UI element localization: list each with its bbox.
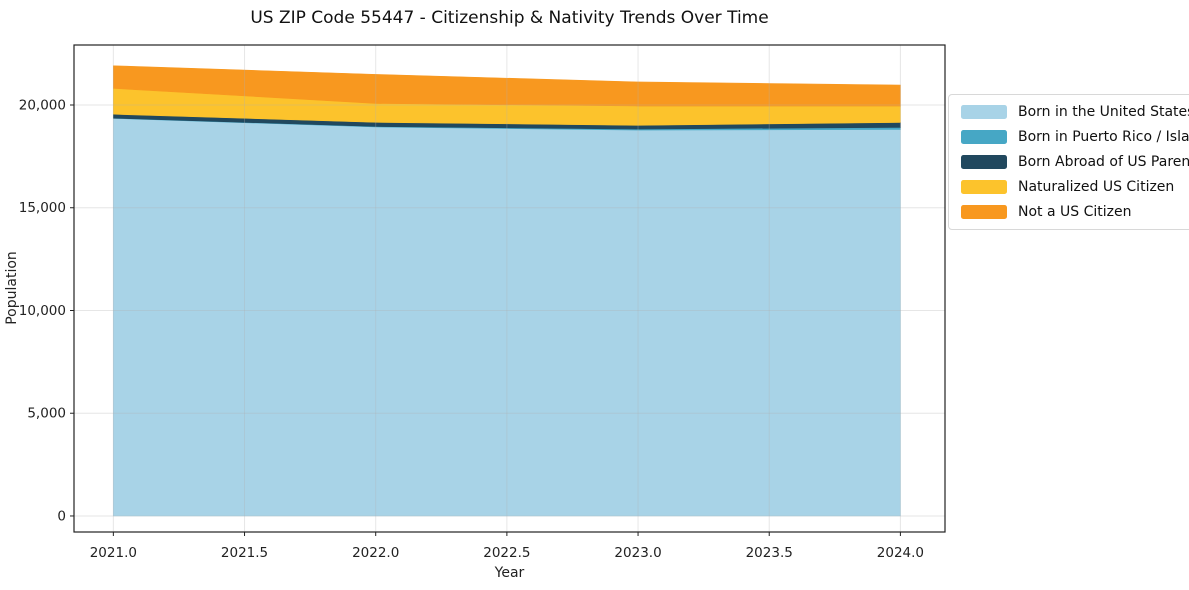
legend: Born in the United States Born in Puerto … bbox=[948, 94, 1189, 230]
legend-swatch-icon bbox=[961, 155, 1007, 169]
y-axis-tick-label: 10,000 bbox=[19, 303, 66, 319]
x-axis-tick-label: 2022.5 bbox=[483, 545, 530, 561]
legend-swatch-icon bbox=[961, 105, 1007, 119]
x-axis-tick-label: 2021.5 bbox=[221, 545, 268, 561]
legend-swatch-icon bbox=[961, 130, 1007, 144]
legend-item-not-a-us-citizen: Not a US Citizen bbox=[961, 204, 1189, 220]
legend-item-naturalized-us-citizen: Naturalized US Citizen bbox=[961, 179, 1189, 195]
x-axis-tick-label: 2022.0 bbox=[352, 545, 399, 561]
x-axis-tick-label: 2024.0 bbox=[877, 545, 924, 561]
chart-title: US ZIP Code 55447 - Citizenship & Nativi… bbox=[250, 8, 769, 28]
y-axis-tick-label: 5,000 bbox=[27, 406, 66, 422]
y-axis-label: Population bbox=[4, 251, 20, 325]
legend-label: Not a US Citizen bbox=[1018, 204, 1132, 220]
legend-label: Born in the United States bbox=[1018, 104, 1189, 120]
x-axis-tick-label: 2021.0 bbox=[90, 545, 137, 561]
x-axis-tick-label: 2023.5 bbox=[746, 545, 793, 561]
legend-item-born-in-puerto-rico-islands: Born in Puerto Rico / Islands bbox=[961, 129, 1189, 145]
legend-item-born-in-the-united-states: Born in the United States bbox=[961, 104, 1189, 120]
legend-swatch-icon bbox=[961, 205, 1007, 219]
legend-item-born-abroad-of-us-parent-s: Born Abroad of US Parent(s) bbox=[961, 154, 1189, 170]
y-axis-tick-label: 0 bbox=[57, 508, 66, 524]
x-axis-tick-label: 2023.0 bbox=[614, 545, 661, 561]
y-axis-tick-label: 20,000 bbox=[19, 98, 66, 114]
legend-label: Born in Puerto Rico / Islands bbox=[1018, 129, 1189, 145]
area-not-a-us-citizen bbox=[113, 65, 901, 107]
legend-label: Born Abroad of US Parent(s) bbox=[1018, 154, 1189, 170]
y-axis-tick-label: 15,000 bbox=[19, 200, 66, 216]
legend-swatch-icon bbox=[961, 180, 1007, 194]
x-axis-label: Year bbox=[494, 565, 525, 581]
axes-spines bbox=[73, 44, 946, 533]
legend-label: Naturalized US Citizen bbox=[1018, 179, 1175, 195]
